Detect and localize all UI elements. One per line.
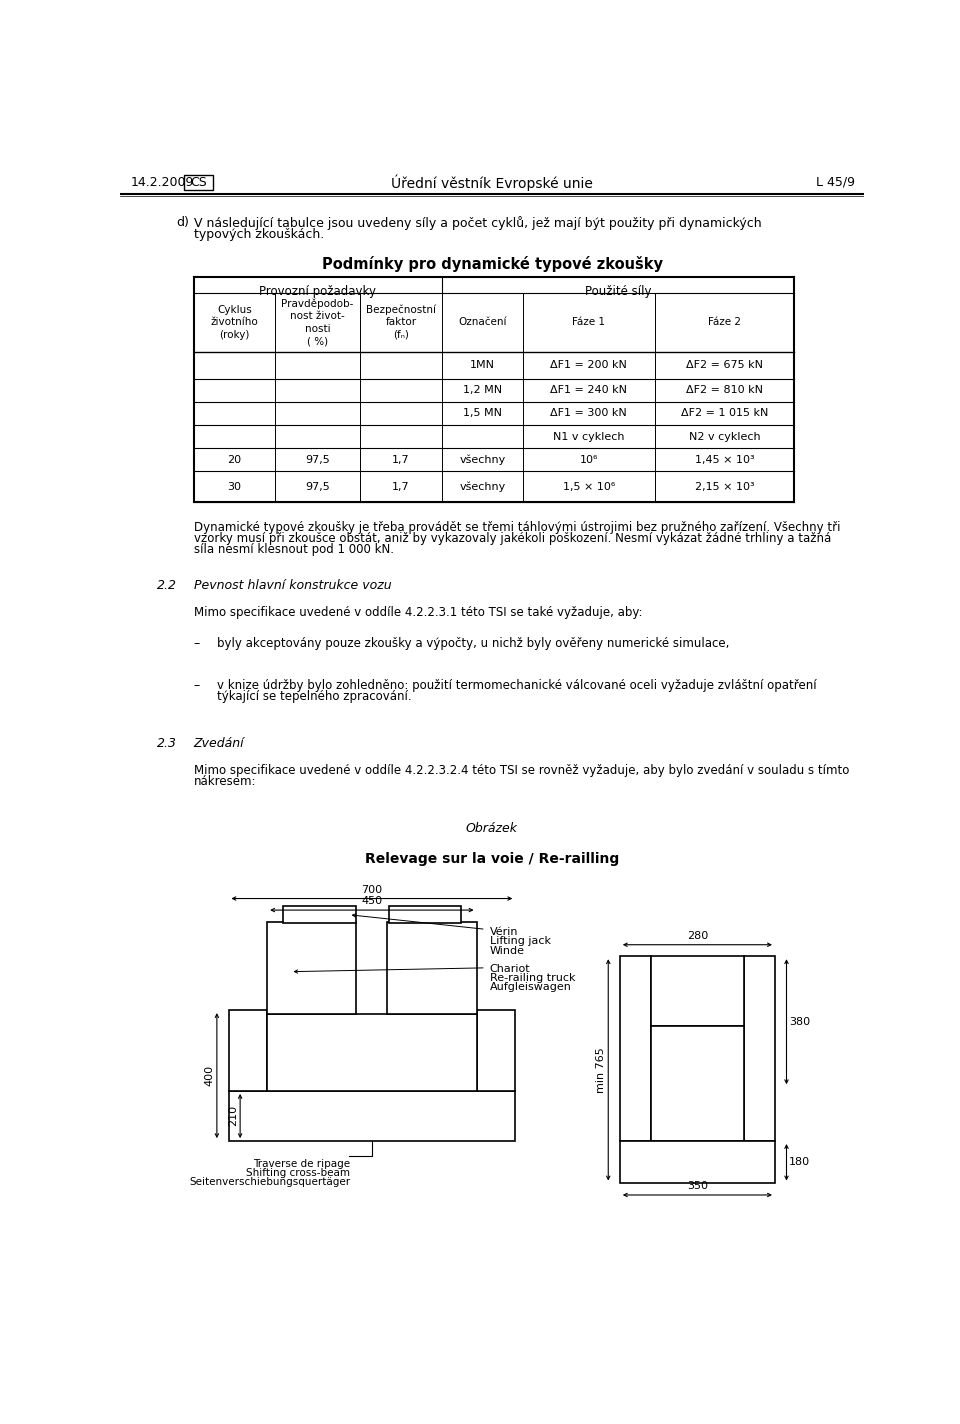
- Bar: [651, 1025, 744, 1141]
- Bar: [620, 1141, 775, 1183]
- Bar: [283, 906, 356, 923]
- Text: ΔF2 = 675 kN: ΔF2 = 675 kN: [686, 360, 763, 370]
- Text: nákresem:: nákresem:: [194, 775, 256, 787]
- Bar: [267, 921, 356, 1014]
- Text: Aufgleiswagen: Aufgleiswagen: [490, 983, 571, 993]
- Text: 10⁶: 10⁶: [580, 454, 598, 464]
- Text: Lifting jack: Lifting jack: [490, 936, 551, 947]
- Text: 1,7: 1,7: [392, 481, 410, 491]
- Text: ΔF2 = 810 kN: ΔF2 = 810 kN: [686, 386, 763, 396]
- Text: Shifting cross-beam: Shifting cross-beam: [246, 1168, 350, 1178]
- Text: Re-railing truck: Re-railing truck: [490, 973, 575, 983]
- Text: CS: CS: [190, 177, 206, 189]
- Text: ΔF1 = 200 kN: ΔF1 = 200 kN: [550, 360, 627, 370]
- Text: 2.2: 2.2: [157, 580, 178, 592]
- Bar: [228, 1091, 516, 1141]
- Text: L 45/9: L 45/9: [816, 177, 854, 189]
- Text: N2 v cyklech: N2 v cyklech: [688, 431, 760, 441]
- Text: 1,7: 1,7: [392, 454, 410, 464]
- Bar: [651, 957, 744, 1025]
- Text: 20: 20: [228, 454, 241, 464]
- Text: Fáze 1: Fáze 1: [572, 318, 606, 328]
- Bar: [620, 957, 651, 1141]
- Bar: [453, 921, 476, 1014]
- Text: d): d): [176, 215, 189, 228]
- Text: 1,5 × 10⁶: 1,5 × 10⁶: [563, 481, 615, 491]
- Text: Zvedání: Zvedání: [194, 736, 244, 750]
- Text: ΔF1 = 240 kN: ΔF1 = 240 kN: [550, 386, 628, 396]
- Text: síla nesmí klesnout pod 1 000 kN.: síla nesmí klesnout pod 1 000 kN.: [194, 543, 394, 555]
- Text: Traverse de ripage: Traverse de ripage: [253, 1159, 350, 1169]
- Text: Pravděpodob-
nost život-
nosti
( %): Pravděpodob- nost život- nosti ( %): [281, 299, 354, 346]
- Text: ΔF2 = 1 015 kN: ΔF2 = 1 015 kN: [681, 409, 768, 419]
- Text: 1MN: 1MN: [469, 360, 494, 370]
- Text: 2,15 × 10³: 2,15 × 10³: [695, 481, 755, 491]
- Text: Obrázek: Obrázek: [466, 822, 518, 834]
- Text: Provozní požadavky: Provozní požadavky: [259, 285, 376, 298]
- Text: Winde: Winde: [490, 946, 525, 956]
- Text: Dynamické typové zkoušky je třeba provádět se třemi táhlovými ústrojimi bez pruž: Dynamické typové zkoušky je třeba provád…: [194, 521, 840, 534]
- Text: Označení: Označení: [458, 318, 507, 328]
- Text: 14.2.2009: 14.2.2009: [131, 177, 194, 189]
- Text: 1,5 MN: 1,5 MN: [463, 409, 502, 419]
- Bar: [620, 957, 651, 1141]
- Text: Použité síly: Použité síly: [585, 285, 651, 298]
- Text: 700: 700: [361, 884, 382, 894]
- Bar: [388, 921, 476, 1014]
- Text: Cyklus
životního
(roky): Cyklus životního (roky): [210, 305, 258, 339]
- Text: Pevnost hlavní konstrukce vozu: Pevnost hlavní konstrukce vozu: [194, 580, 392, 592]
- Text: min 765: min 765: [596, 1047, 606, 1092]
- Text: Fáze 2: Fáze 2: [708, 318, 741, 328]
- Bar: [620, 1141, 775, 1183]
- Bar: [283, 906, 356, 923]
- Text: 97,5: 97,5: [305, 454, 330, 464]
- Text: 400: 400: [204, 1065, 214, 1087]
- Bar: [476, 1010, 516, 1091]
- Text: 210: 210: [228, 1105, 238, 1126]
- Text: 1,2 MN: 1,2 MN: [463, 386, 502, 396]
- Text: všechny: všechny: [459, 481, 505, 491]
- Bar: [389, 906, 461, 923]
- Bar: [744, 957, 775, 1141]
- Text: –: –: [194, 637, 200, 649]
- Bar: [183, 175, 213, 191]
- Text: 1,45 × 10³: 1,45 × 10³: [695, 454, 755, 464]
- Text: v knize údržby bylo zohledněno: použití termomechanické válcované oceli vyžaduje: v knize údržby bylo zohledněno: použití …: [217, 679, 817, 692]
- Text: Mimo specifikace uvedené v oddíle 4.2.2.3.2.4 této TSI se rovněž vyžaduje, aby b: Mimo specifikace uvedené v oddíle 4.2.2.…: [194, 763, 849, 776]
- Bar: [744, 957, 775, 1141]
- Bar: [267, 921, 291, 1014]
- Text: 280: 280: [686, 931, 708, 941]
- Text: 450: 450: [361, 896, 382, 906]
- Bar: [388, 921, 476, 1014]
- Bar: [228, 1010, 267, 1091]
- Text: 350: 350: [686, 1180, 708, 1190]
- Text: Chariot: Chariot: [490, 964, 530, 974]
- Text: typových zkouškách.: typových zkouškách.: [194, 228, 324, 241]
- Text: Vérin: Vérin: [490, 927, 518, 937]
- Text: 97,5: 97,5: [305, 481, 330, 491]
- Text: –: –: [194, 679, 200, 692]
- Text: Bezpečnostní
faktor
(fₙ): Bezpečnostní faktor (fₙ): [366, 305, 436, 340]
- Text: ΔF1 = 300 kN: ΔF1 = 300 kN: [550, 409, 627, 419]
- Text: 380: 380: [789, 1017, 810, 1027]
- Text: týkající se tepelného zpracování.: týkající se tepelného zpracování.: [217, 689, 412, 703]
- Text: vzorky musí při zkoušce obstát, aniž by vykazovaly jakékoli poškození. Nesmí vyk: vzorky musí při zkoušce obstát, aniž by …: [194, 533, 830, 545]
- Bar: [389, 906, 461, 923]
- Text: Mimo specifikace uvedené v oddíle 4.2.2.3.1 této TSI se také vyžaduje, aby:: Mimo specifikace uvedené v oddíle 4.2.2.…: [194, 607, 642, 619]
- Text: všechny: všechny: [459, 454, 505, 464]
- Text: Podmínky pro dynamické typové zkoušky: Podmínky pro dynamické typové zkoušky: [322, 255, 662, 272]
- Bar: [267, 921, 356, 1014]
- Text: Relevage sur la voie / Re-railling: Relevage sur la voie / Re-railling: [365, 853, 619, 866]
- Text: 30: 30: [228, 481, 241, 491]
- Text: N1 v cyklech: N1 v cyklech: [553, 431, 625, 441]
- Bar: [267, 1014, 476, 1091]
- Text: 180: 180: [789, 1158, 810, 1168]
- Text: 2.3: 2.3: [157, 736, 178, 750]
- Text: Seitenverschiebungsquertäger: Seitenverschiebungsquertäger: [189, 1178, 350, 1188]
- Text: V následující tabulce jsou uvedeny síly a počet cyklů, jež mají být použity při : V následující tabulce jsou uvedeny síly …: [194, 215, 761, 229]
- Bar: [228, 1091, 516, 1141]
- Text: byly akceptovány pouze zkoušky a výpočty, u nichž byly ověřeny numerické simulac: byly akceptovány pouze zkoušky a výpočty…: [217, 637, 730, 649]
- Text: Úřední věstník Evropské unie: Úřední věstník Evropské unie: [391, 174, 593, 191]
- Bar: [651, 957, 744, 1025]
